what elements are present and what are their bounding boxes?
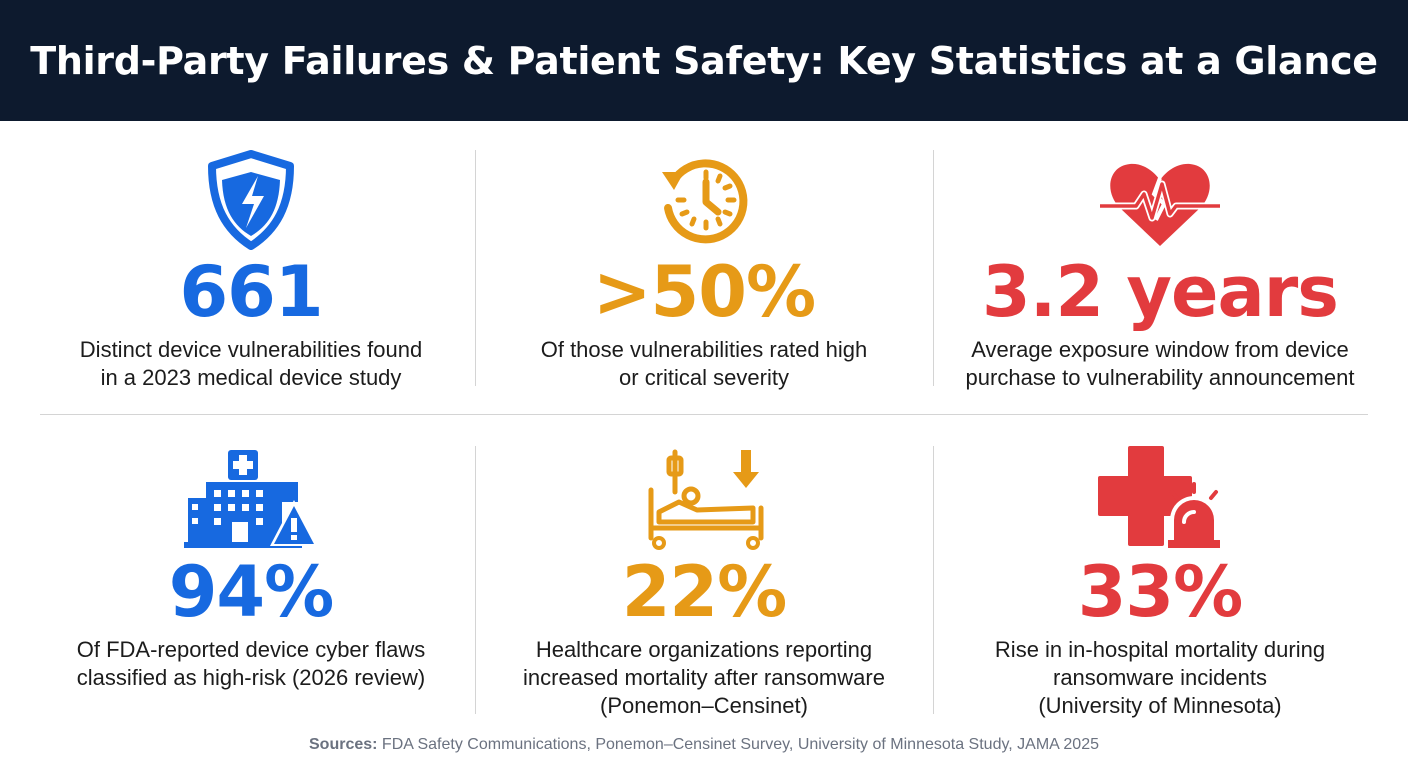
stat-value: 33%	[1077, 551, 1244, 633]
stat-description: Healthcare organizations reporting increa…	[523, 637, 885, 718]
stat-value: >50%	[592, 251, 816, 333]
page-title: Third-Party Failures & Patient Safety: K…	[30, 38, 1378, 83]
stat-value: 22%	[621, 551, 788, 633]
column-divider	[933, 446, 934, 714]
stat-card-ransomware-mortality: 22% Healthcare organizations reporting in…	[484, 440, 924, 720]
stat-value: 661	[179, 251, 323, 333]
column-divider	[933, 150, 934, 386]
stat-card-in-hospital-mortality: 33% Rise in in-hospital mortality during…	[940, 440, 1380, 720]
shield-lightning-icon	[206, 140, 296, 250]
stat-card-severity: >50% Of those vulnerabilities rated high…	[484, 140, 924, 392]
stat-description: Distinct device vulnerabilities found in …	[79, 337, 423, 390]
stat-card-fda-high-risk: 94% Of FDA-reported device cyber flaws cl…	[31, 440, 471, 692]
stat-description: Rise in in-hospital mortality during rans…	[994, 637, 1326, 718]
sources-footer: Sources: FDA Safety Communications, Pone…	[0, 736, 1408, 754]
row-divider	[40, 414, 1368, 415]
patient-bed-down-arrow-icon	[639, 440, 769, 550]
column-divider	[475, 150, 476, 386]
stat-card-exposure-window: 3.2 years Average exposure window from d…	[940, 140, 1380, 392]
medical-cross-alarm-icon	[1098, 440, 1222, 550]
header-banner: Third-Party Failures & Patient Safety: K…	[0, 0, 1408, 121]
stat-value: 94%	[168, 551, 335, 633]
hospital-warning-icon	[184, 440, 318, 550]
stat-description: Average exposure window from device purch…	[965, 337, 1355, 390]
column-divider	[475, 446, 476, 714]
broken-heart-pulse-icon	[1098, 140, 1222, 250]
stat-value: 3.2 years	[982, 251, 1339, 333]
stat-description: Of those vulnerabilities rated high or cr…	[540, 337, 868, 390]
clock-history-icon	[654, 140, 754, 250]
stat-description: Of FDA-reported device cyber flaws classi…	[76, 637, 426, 690]
sources-label: Sources:	[309, 736, 378, 753]
stat-card-device-vulnerabilities: 661 Distinct device vulnerabilities foun…	[31, 140, 471, 392]
sources-text: FDA Safety Communications, Ponemon–Censi…	[377, 736, 1099, 753]
